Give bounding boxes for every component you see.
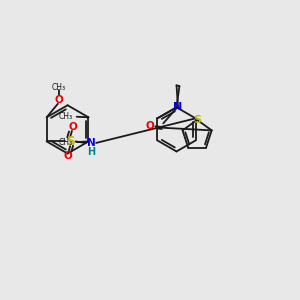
Text: CH₃: CH₃ xyxy=(52,83,66,92)
Text: N: N xyxy=(173,102,183,112)
Text: S: S xyxy=(66,135,74,148)
Text: H: H xyxy=(87,147,95,158)
Text: O: O xyxy=(68,122,77,132)
Text: O: O xyxy=(64,151,72,161)
Text: O: O xyxy=(145,121,154,131)
Text: CH₃: CH₃ xyxy=(58,112,72,121)
Text: CH₃: CH₃ xyxy=(58,137,72,146)
Text: N: N xyxy=(87,138,96,148)
Text: O: O xyxy=(55,95,63,105)
Text: S: S xyxy=(193,115,201,125)
